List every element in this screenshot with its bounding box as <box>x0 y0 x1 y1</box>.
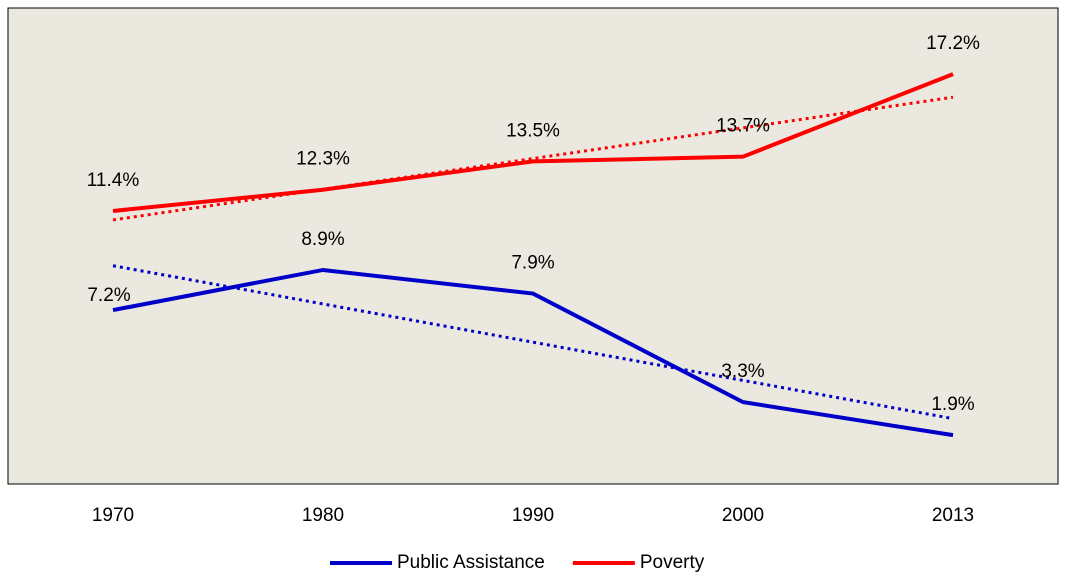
x-tick-label: 2000 <box>722 505 764 526</box>
trend-line <box>112 95 954 222</box>
x-tick-label: 2013 <box>932 505 974 526</box>
legend-label: Poverty <box>640 552 705 573</box>
series-line <box>112 72 954 213</box>
data-label: 13.5% <box>506 120 560 141</box>
plot-area <box>7 7 1059 485</box>
x-tick-label: 1980 <box>302 505 344 526</box>
data-label: 11.4% <box>87 170 140 191</box>
data-label: 17.2% <box>926 33 980 54</box>
data-label: 1.9% <box>931 394 974 415</box>
data-label: 7.2% <box>87 285 130 306</box>
data-label: 3.3% <box>721 361 764 382</box>
data-label: 8.9% <box>301 229 344 250</box>
series-line <box>112 267 954 438</box>
x-tick-label: 1970 <box>92 505 134 526</box>
data-label: 13.7% <box>716 116 770 137</box>
legend-label: Public Assistance <box>397 552 545 573</box>
x-tick-label: 1990 <box>512 505 554 526</box>
data-label: 7.9% <box>511 253 554 274</box>
trend-line <box>112 264 954 421</box>
data-label: 12.3% <box>296 149 350 170</box>
